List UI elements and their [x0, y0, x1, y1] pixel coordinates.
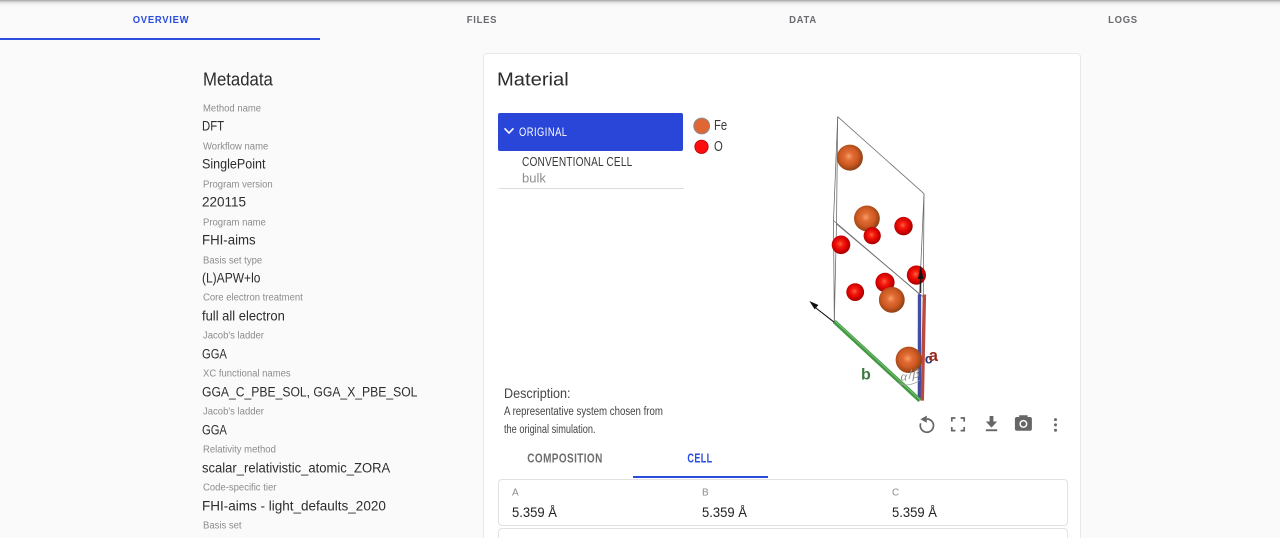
svg-text:α: α	[901, 369, 909, 384]
svg-text:b: b	[861, 367, 871, 384]
svg-text:β: β	[912, 367, 920, 382]
svg-text:a: a	[929, 347, 939, 365]
svg-text:/: /	[909, 367, 913, 382]
svg-text:c: c	[925, 351, 933, 367]
